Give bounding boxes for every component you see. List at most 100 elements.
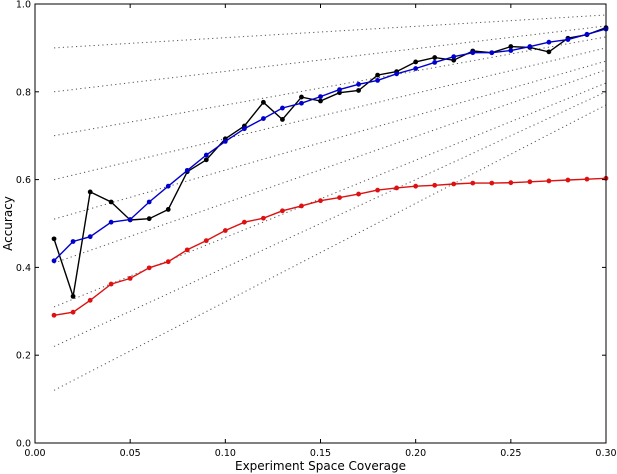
x-tick-label: 0.00 xyxy=(24,448,45,459)
data-point xyxy=(203,157,209,163)
data-point xyxy=(546,178,552,184)
data-point xyxy=(413,66,419,71)
data-point xyxy=(413,183,419,189)
y-tick-label: 0.6 xyxy=(16,175,31,186)
data-point xyxy=(165,259,171,265)
x-tick-label: 0.10 xyxy=(215,448,236,459)
x-tick-label: 0.25 xyxy=(500,448,521,459)
data-point xyxy=(318,198,323,204)
data-point xyxy=(489,180,495,186)
reference-line-2 xyxy=(53,25,607,93)
data-point xyxy=(584,176,590,182)
data-point xyxy=(337,195,342,200)
x-tick-label: 0.30 xyxy=(595,448,616,459)
data-point xyxy=(413,59,419,65)
reference-line-1 xyxy=(54,14,607,49)
data-point xyxy=(432,182,438,188)
series-2 xyxy=(51,26,609,264)
data-point xyxy=(108,281,114,287)
data-point xyxy=(280,117,285,122)
data-point xyxy=(70,309,76,315)
series-layer xyxy=(51,25,609,318)
data-point xyxy=(356,88,361,93)
x-tick-label: 0.20 xyxy=(405,448,426,459)
data-point xyxy=(470,180,476,186)
data-point xyxy=(299,203,304,209)
data-point xyxy=(470,50,476,56)
series-line xyxy=(53,27,607,297)
data-point xyxy=(70,239,76,244)
data-point xyxy=(203,238,209,244)
y-tick-label: 0.8 xyxy=(16,87,31,98)
data-point xyxy=(261,99,266,105)
data-point xyxy=(70,293,76,299)
y-tick-label: 0.0 xyxy=(16,439,31,450)
data-point xyxy=(51,236,57,242)
data-point xyxy=(394,185,400,191)
data-point xyxy=(146,199,152,205)
data-point xyxy=(165,183,171,189)
data-point xyxy=(241,126,247,132)
series-1 xyxy=(51,25,609,299)
reference-line-8 xyxy=(53,91,607,347)
x-tick-label: 0.05 xyxy=(120,448,141,459)
data-point xyxy=(375,187,380,193)
data-point xyxy=(356,191,361,197)
data-point xyxy=(432,59,438,65)
data-point xyxy=(394,71,400,77)
data-point xyxy=(565,177,571,183)
data-point xyxy=(299,100,304,106)
data-point xyxy=(318,94,323,100)
data-point xyxy=(337,87,342,93)
reference-line-7 xyxy=(53,82,607,308)
series-3 xyxy=(51,175,609,318)
data-point xyxy=(508,44,514,49)
data-point xyxy=(261,215,266,221)
data-point xyxy=(222,228,228,233)
data-point xyxy=(146,216,152,222)
data-point xyxy=(375,72,380,78)
reference-line-6 xyxy=(53,69,607,264)
data-point xyxy=(127,217,133,222)
reference-line-4 xyxy=(53,47,607,181)
data-point xyxy=(87,234,93,240)
data-point xyxy=(280,208,285,214)
data-point xyxy=(375,77,380,83)
reference-line-5 xyxy=(53,60,607,220)
series-line xyxy=(53,28,607,262)
data-point xyxy=(508,48,514,53)
data-point xyxy=(165,207,171,212)
data-point xyxy=(546,39,552,45)
y-tick-label: 0.2 xyxy=(16,351,31,362)
reference-line-3 xyxy=(53,36,607,137)
data-point xyxy=(108,219,114,225)
data-point xyxy=(184,167,190,173)
data-point xyxy=(546,49,552,55)
data-point xyxy=(527,179,533,185)
data-point xyxy=(318,98,323,104)
data-point xyxy=(527,44,533,49)
data-point xyxy=(127,275,133,281)
data-point xyxy=(146,265,152,271)
data-point xyxy=(299,94,304,100)
reference-line-9 xyxy=(53,104,607,391)
axis-ticks: 0.00 0.05 0.10 0.15 0.20 0.25 0.30 0.0 0.2 0.4 0.6… xyxy=(16,0,617,459)
series-line xyxy=(53,177,607,316)
data-point xyxy=(565,37,571,42)
data-point xyxy=(280,105,285,111)
data-point xyxy=(87,189,93,195)
data-point xyxy=(489,50,495,56)
data-point xyxy=(451,54,457,60)
data-point xyxy=(508,180,514,186)
data-point xyxy=(584,31,590,37)
x-tick-label: 0.15 xyxy=(310,448,331,459)
y-tick-label: 1.0 xyxy=(16,0,31,11)
data-point xyxy=(451,57,457,63)
reference-lines xyxy=(53,14,607,391)
data-point xyxy=(222,139,228,144)
data-point xyxy=(241,219,247,225)
data-point xyxy=(432,55,438,60)
data-point xyxy=(51,258,57,264)
data-point xyxy=(184,247,190,253)
